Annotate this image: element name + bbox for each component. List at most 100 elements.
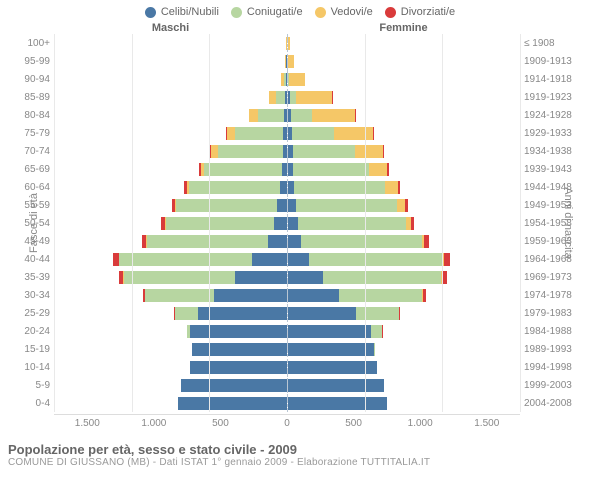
age-label: 25-29 xyxy=(8,308,54,319)
bar-female xyxy=(288,126,521,141)
bar-male xyxy=(54,306,288,321)
age-label: 45-49 xyxy=(8,236,54,247)
age-label: 10-14 xyxy=(8,362,54,373)
bar-female xyxy=(288,360,521,375)
age-label: 35-39 xyxy=(8,272,54,283)
bar-female xyxy=(288,180,521,195)
bar-male xyxy=(54,108,288,123)
bar-female xyxy=(288,216,521,231)
x-tick: 1.000 xyxy=(121,418,188,429)
bar-female xyxy=(288,72,521,87)
age-row: 45-491959-1963 xyxy=(8,232,592,250)
birth-year-label: 2004-2008 xyxy=(520,398,592,409)
segment xyxy=(296,198,397,213)
legend-label: Divorziati/e xyxy=(401,6,455,18)
caption-subtitle: COMUNE DI GIUSSANO (MB) - Dati ISTAT 1° … xyxy=(8,457,592,468)
age-label: 55-59 xyxy=(8,200,54,211)
age-row: 55-59 1949-1953 xyxy=(8,196,592,214)
bar-female xyxy=(288,306,521,321)
birth-year-label: ≤ 1908 xyxy=(520,38,592,49)
segment xyxy=(301,234,422,249)
segment xyxy=(423,288,426,303)
segment xyxy=(283,126,286,141)
x-ticks: 1.5001.00050005001.0001.500 xyxy=(54,418,520,429)
bar-female xyxy=(288,54,521,69)
bar-male xyxy=(54,234,288,249)
segment xyxy=(198,306,286,321)
age-row: 15-19 1989-1993 xyxy=(8,340,592,358)
segment xyxy=(288,54,294,69)
segment xyxy=(288,288,339,303)
segment xyxy=(258,108,284,123)
legend-swatch xyxy=(145,7,156,18)
x-tick: 500 xyxy=(320,418,387,429)
age-label: 95-99 xyxy=(8,56,54,67)
segment xyxy=(276,90,285,105)
segment xyxy=(355,144,383,159)
birth-year-label: 1919-1923 xyxy=(520,92,592,103)
age-row: 90-941914-1918 xyxy=(8,70,592,88)
segment xyxy=(189,180,280,195)
birth-year-label: 1964-1968 xyxy=(520,254,592,265)
segment xyxy=(355,108,356,123)
segment xyxy=(444,252,450,267)
bar-female xyxy=(288,90,521,105)
segment xyxy=(312,108,355,123)
segment xyxy=(424,234,429,249)
chart-header: Maschi Femmine xyxy=(8,22,592,34)
segment xyxy=(166,216,275,231)
bar-female xyxy=(288,234,521,249)
bar-female xyxy=(288,144,521,159)
segment xyxy=(288,396,387,411)
birth-year-label: 1999-2003 xyxy=(520,380,592,391)
segment xyxy=(294,180,385,195)
legend-item: Vedovi/e xyxy=(315,6,373,18)
segment xyxy=(339,288,423,303)
segment xyxy=(405,198,408,213)
bar-male xyxy=(54,72,288,87)
age-row: 25-29 1979-1983 xyxy=(8,304,592,322)
bar-male xyxy=(54,342,288,357)
age-row: 65-691939-1943 xyxy=(8,160,592,178)
age-row: 70-741934-1938 xyxy=(8,142,592,160)
bar-female xyxy=(288,324,521,339)
bar-male xyxy=(54,144,288,159)
birth-year-label: 1944-1948 xyxy=(520,182,592,193)
birth-year-label: 1924-1928 xyxy=(520,110,592,121)
birth-year-label: 1969-1973 xyxy=(520,272,592,283)
right-header: Femmine xyxy=(287,22,520,34)
birth-year-label: 1934-1938 xyxy=(520,146,592,157)
segment xyxy=(288,306,356,321)
segment xyxy=(176,198,277,213)
birth-year-label: 1979-1983 xyxy=(520,308,592,319)
segment xyxy=(288,252,310,267)
bar-male xyxy=(54,54,288,69)
x-tick: 500 xyxy=(187,418,254,429)
segment xyxy=(398,180,400,195)
birth-year-label: 1939-1943 xyxy=(520,164,592,175)
segment xyxy=(277,198,286,213)
birth-year-label: 1949-1953 xyxy=(520,200,592,211)
age-row: 95-991909-1913 xyxy=(8,52,592,70)
age-row: 0-42004-2008 xyxy=(8,394,592,412)
age-label: 15-19 xyxy=(8,344,54,355)
age-row: 60-64 1944-1948 xyxy=(8,178,592,196)
bar-male xyxy=(54,270,288,285)
segment xyxy=(190,324,286,339)
bar-female xyxy=(288,36,521,51)
segment xyxy=(252,252,286,267)
birth-year-label: 1984-1988 xyxy=(520,326,592,337)
segment xyxy=(371,324,382,339)
age-label: 5-9 xyxy=(8,380,54,391)
segment xyxy=(288,36,290,51)
bar-male xyxy=(54,90,288,105)
age-label: 60-64 xyxy=(8,182,54,193)
segment xyxy=(369,162,388,177)
segment xyxy=(145,288,213,303)
age-label: 100+ xyxy=(8,38,54,49)
segment xyxy=(288,216,298,231)
legend-swatch xyxy=(315,7,326,18)
segment xyxy=(274,216,286,231)
birth-year-label: 1989-1993 xyxy=(520,344,592,355)
bar-male xyxy=(54,378,288,393)
